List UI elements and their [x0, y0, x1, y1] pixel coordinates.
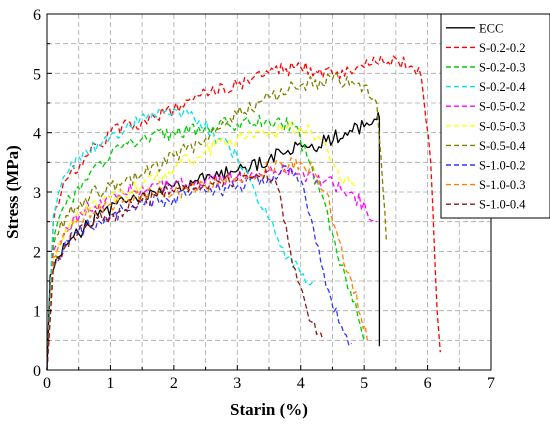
- y-tick-label: 2: [33, 244, 41, 261]
- y-tick-label: 6: [33, 7, 41, 24]
- x-tick-label: 5: [360, 375, 368, 392]
- series-line-s-0-2-0-2: [46, 55, 441, 371]
- x-tick-label: 7: [487, 375, 495, 392]
- x-tick-label: 6: [424, 375, 432, 392]
- legend-label: S-0.2-0.2: [479, 41, 526, 55]
- x-tick-label: 4: [297, 375, 305, 392]
- series-line-ecc: [46, 111, 381, 371]
- axis-ticks: 0 1 2 3 4 5 6 7 0 1 2 3 4 5 6: [33, 7, 495, 392]
- y-tick-label: 3: [33, 185, 41, 202]
- series-line-s-0-2-0-3: [46, 114, 365, 371]
- legend-label: S-0.5-0.2: [479, 100, 526, 114]
- legend-label: S-1.0-0.3: [479, 178, 526, 192]
- x-tick-label: 0: [43, 375, 51, 392]
- series-line-s-0-5-0-4: [46, 71, 387, 371]
- y-tick-label: 0: [33, 363, 41, 380]
- y-tick-label: 4: [33, 126, 41, 143]
- y-tick-label: 5: [33, 66, 41, 83]
- legend-label: S-0.2-0.3: [479, 61, 526, 75]
- legend-label: S-0.5-0.4: [479, 139, 526, 153]
- x-tick-label: 1: [106, 375, 114, 392]
- series-line-s-1-0-0-3: [46, 157, 368, 371]
- legend-label: S-0.5-0.3: [479, 119, 526, 133]
- series-line-s-1-0-0-4: [46, 169, 324, 371]
- y-tick-label: 1: [33, 304, 41, 321]
- series-line-s-0-5-0-3: [46, 121, 356, 371]
- series-line-s-0-2-0-4: [46, 108, 314, 371]
- x-tick-label: 3: [233, 375, 241, 392]
- y-axis-title: Stress (MPa): [3, 145, 22, 239]
- series-line-s-1-0-0-2: [46, 165, 352, 371]
- series-lines: [46, 55, 441, 371]
- legend-label: S-1.0-0.2: [479, 159, 526, 173]
- legend-label: S-0.2-0.4: [479, 80, 526, 94]
- legend-label: S-1.0-0.4: [479, 198, 526, 212]
- legend-box: [440, 13, 550, 219]
- x-tick-label: 2: [170, 375, 178, 392]
- series-line-s-0-5-0-2: [46, 164, 378, 371]
- x-axis-title: Starin (%): [230, 400, 308, 419]
- legend: ECC S-0.2-0.2 S-0.2-0.3 S-0.2-0.4 S-0.5-0.2 S…: [440, 13, 550, 219]
- legend-label: ECC: [479, 21, 503, 35]
